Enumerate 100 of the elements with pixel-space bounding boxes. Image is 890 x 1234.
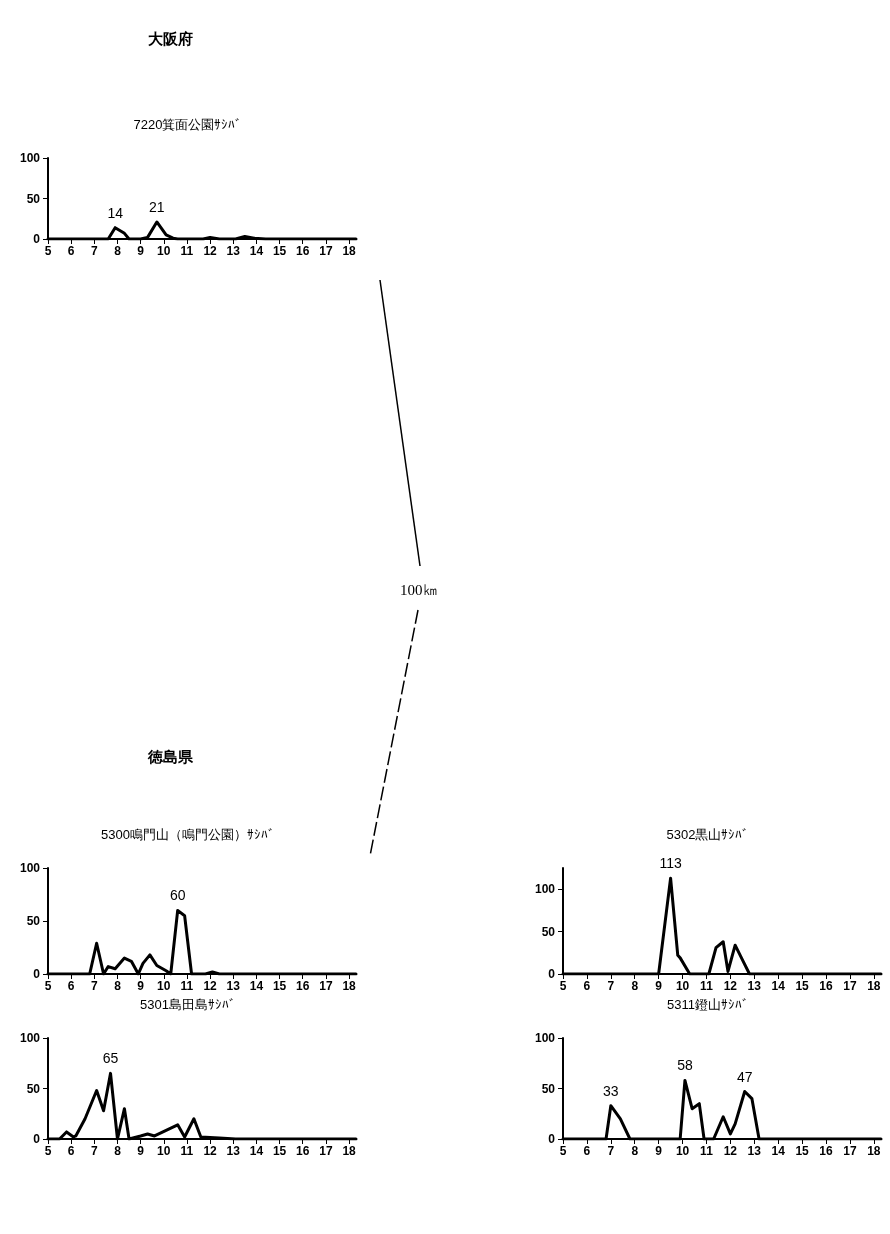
y-tick-label: 50 bbox=[26, 1081, 41, 1096]
x-tick-label: 6 bbox=[583, 979, 591, 993]
x-tick-label: 9 bbox=[137, 979, 145, 993]
x-tick-label: 18 bbox=[867, 979, 881, 993]
chart-title: 5301島田島ｻｼﾊﾞ bbox=[140, 997, 236, 1012]
x-tick-label: 7 bbox=[90, 979, 98, 993]
y-tick-label: 0 bbox=[33, 232, 41, 246]
x-tick-label: 6 bbox=[67, 979, 75, 993]
y-tick-label: 50 bbox=[26, 191, 41, 206]
x-tick-label: 5 bbox=[44, 979, 52, 993]
y-tick-label: 100 bbox=[19, 151, 41, 165]
y-tick-label: 0 bbox=[33, 967, 41, 981]
x-tick-label: 12 bbox=[723, 979, 738, 993]
text: 100㎞ bbox=[400, 581, 438, 600]
text: 大阪府 bbox=[148, 30, 193, 49]
x-tick-label: 12 bbox=[203, 979, 218, 993]
x-tick-label: 13 bbox=[747, 979, 762, 993]
x-tick-label: 5 bbox=[44, 1144, 52, 1158]
x-tick-label: 17 bbox=[843, 1144, 857, 1158]
x-tick-label: 13 bbox=[226, 1144, 241, 1158]
x-tick-label: 16 bbox=[296, 1144, 310, 1158]
annotation: 65 bbox=[102, 1050, 119, 1067]
annotation: 60 bbox=[169, 887, 186, 904]
y-tick-label: 50 bbox=[26, 914, 41, 928]
annotation: 47 bbox=[736, 1068, 753, 1085]
x-tick-label: 17 bbox=[843, 979, 857, 993]
x-tick-label: 16 bbox=[819, 979, 833, 993]
annotation: 14 bbox=[107, 204, 124, 221]
x-tick-label: 15 bbox=[272, 979, 287, 993]
x-tick-label: 12 bbox=[723, 1144, 738, 1158]
x-tick-label: 9 bbox=[137, 1144, 145, 1158]
x-tick-label: 12 bbox=[203, 244, 218, 258]
x-tick-label: 10 bbox=[675, 979, 690, 993]
x-tick-label: 9 bbox=[137, 244, 145, 258]
y-tick-label: 0 bbox=[33, 1132, 41, 1146]
chart-title: 5311鐙山ｻｼﾊﾞ bbox=[667, 997, 749, 1012]
x-tick-label: 14 bbox=[249, 1144, 264, 1158]
annotation: 21 bbox=[149, 198, 165, 215]
x-tick-label: 13 bbox=[226, 244, 241, 258]
annotation: 33 bbox=[603, 1082, 619, 1099]
x-tick-label: 8 bbox=[631, 979, 639, 993]
x-tick-label: 10 bbox=[157, 244, 171, 258]
x-tick-label: 13 bbox=[747, 1144, 762, 1158]
y-tick-label: 100 bbox=[19, 1031, 41, 1045]
x-tick-label: 14 bbox=[771, 979, 786, 993]
y-tick-label: 100 bbox=[534, 1031, 556, 1045]
x-tick-label: 15 bbox=[795, 979, 810, 993]
x-tick-label: 13 bbox=[226, 979, 241, 993]
x-tick-label: 11 bbox=[700, 1144, 714, 1158]
annotation: 113 bbox=[659, 855, 682, 872]
x-tick-label: 7 bbox=[607, 979, 615, 993]
x-tick-label: 17 bbox=[319, 244, 333, 258]
y-tick-label: 100 bbox=[19, 861, 41, 875]
y-tick-label: 50 bbox=[541, 1081, 556, 1096]
x-tick-label: 12 bbox=[203, 1144, 218, 1158]
x-tick-label: 7 bbox=[90, 1144, 98, 1158]
text: 徳島県 bbox=[148, 748, 193, 767]
y-tick-label: 100 bbox=[534, 882, 556, 897]
chart-title: 5302黒山ｻｼﾊﾞ bbox=[666, 827, 750, 842]
x-tick-label: 9 bbox=[655, 979, 663, 993]
chart-title: 5300鳴門山（鳴門公園）ｻｼﾊﾞ bbox=[101, 827, 275, 842]
x-tick-label: 7 bbox=[607, 1144, 615, 1158]
x-tick-label: 16 bbox=[296, 979, 310, 993]
x-tick-label: 10 bbox=[675, 1144, 690, 1158]
x-tick-label: 10 bbox=[157, 979, 171, 993]
x-tick-label: 8 bbox=[114, 244, 122, 258]
x-tick-label: 6 bbox=[583, 1144, 591, 1158]
x-tick-label: 7 bbox=[90, 244, 98, 258]
chart-title: 7220箕面公園ｻｼﾊﾞ bbox=[133, 117, 243, 132]
x-tick-label: 6 bbox=[67, 1144, 75, 1158]
x-tick-label: 18 bbox=[342, 244, 357, 258]
annotation: 58 bbox=[677, 1057, 693, 1074]
x-tick-label: 8 bbox=[114, 979, 122, 993]
y-tick-label: 0 bbox=[548, 967, 556, 981]
x-tick-label: 8 bbox=[631, 1144, 639, 1158]
x-tick-label: 17 bbox=[319, 979, 333, 993]
y-tick-label: 50 bbox=[541, 924, 556, 939]
x-tick-label: 5 bbox=[44, 244, 52, 258]
y-tick-label: 0 bbox=[548, 1132, 556, 1146]
x-tick-label: 5 bbox=[559, 979, 567, 993]
x-tick-label: 18 bbox=[342, 979, 357, 993]
x-tick-label: 5 bbox=[559, 1144, 567, 1158]
x-tick-label: 14 bbox=[771, 1144, 786, 1158]
x-tick-label: 14 bbox=[249, 244, 264, 258]
x-tick-label: 15 bbox=[272, 244, 287, 258]
x-tick-label: 18 bbox=[867, 1144, 881, 1158]
x-tick-label: 16 bbox=[296, 244, 310, 258]
x-tick-label: 17 bbox=[319, 1144, 333, 1158]
x-tick-label: 11 bbox=[180, 1144, 194, 1158]
x-tick-label: 9 bbox=[655, 1144, 663, 1158]
x-tick-label: 10 bbox=[157, 1144, 171, 1158]
x-tick-label: 15 bbox=[795, 1144, 810, 1158]
x-tick-label: 11 bbox=[700, 979, 714, 993]
x-tick-label: 8 bbox=[114, 1144, 122, 1158]
x-tick-label: 6 bbox=[67, 244, 75, 258]
x-tick-label: 14 bbox=[249, 979, 264, 993]
x-tick-label: 11 bbox=[180, 979, 194, 993]
x-tick-label: 16 bbox=[819, 1144, 833, 1158]
x-tick-label: 18 bbox=[342, 1144, 357, 1158]
x-tick-label: 15 bbox=[272, 1144, 287, 1158]
